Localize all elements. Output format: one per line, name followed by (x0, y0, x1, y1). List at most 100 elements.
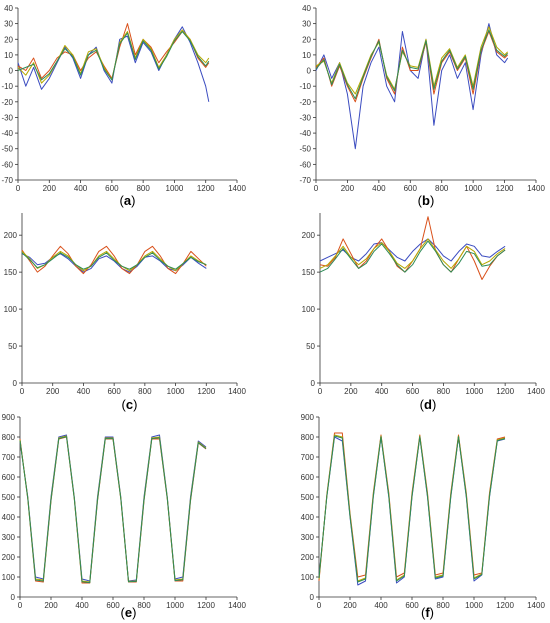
y-tick-label: -50 (299, 145, 311, 154)
x-tick-label: 1400 (228, 387, 246, 396)
x-tick-label: 200 (343, 601, 357, 610)
y-tick-label: 300 (2, 533, 16, 542)
x-tick-label: 1400 (228, 601, 246, 610)
y-tick-label: 200 (301, 553, 315, 562)
x-tick-label: 1000 (166, 601, 184, 610)
y-tick-label: 10 (302, 51, 311, 60)
series-line-4 (318, 435, 506, 583)
y-tick-label: -10 (1, 82, 13, 91)
y-tick-label: 100 (2, 573, 16, 582)
y-tick-label: 0 (310, 593, 315, 602)
x-tick-label: 400 (375, 387, 389, 396)
y-tick-label: 10 (4, 51, 13, 60)
x-tick-label: 600 (406, 387, 420, 396)
y-tick-label: 50 (306, 342, 315, 351)
series-line-3 (21, 250, 207, 272)
x-tick-label: 1000 (167, 387, 185, 396)
x-tick-label: 200 (46, 387, 60, 396)
series-line-3 (315, 26, 509, 95)
y-tick-label: 400 (2, 513, 16, 522)
chart-panel-e: 0 200 400 600 800 1000 1200 1400 0 100 200 300 400 50… (2, 413, 247, 620)
x-tick-label: 1400 (527, 601, 545, 610)
panel-label: (d) (420, 397, 437, 412)
x-tick-label: 1400 (228, 184, 246, 193)
y-tick-label: -10 (299, 82, 311, 91)
y-tick-label: 100 (301, 573, 315, 582)
y-tick-label: -20 (299, 98, 311, 107)
x-tick-label: 200 (344, 387, 358, 396)
x-tick-label: 800 (436, 601, 450, 610)
series-line-2 (318, 432, 506, 582)
x-tick-label: 400 (75, 601, 89, 610)
x-tick-label: 0 (18, 601, 23, 610)
series-line-2 (319, 216, 506, 280)
panel-label: (b) (418, 193, 435, 208)
x-tick-label: 200 (43, 184, 57, 193)
y-tick-label: 700 (2, 453, 16, 462)
x-tick-label: 1400 (527, 387, 545, 396)
panel-label: (a) (120, 193, 136, 208)
x-tick-label: 0 (20, 387, 25, 396)
x-tick-label: 1200 (496, 184, 514, 193)
y-tick-label: 800 (301, 433, 315, 442)
series-line-3 (319, 238, 506, 269)
y-tick-label: -30 (299, 113, 311, 122)
x-tick-label: 600 (105, 184, 119, 193)
x-tick-label: 600 (404, 184, 418, 193)
series-line-4 (17, 31, 210, 81)
x-tick-label: 1000 (464, 184, 482, 193)
y-tick-label: 0 (311, 379, 316, 388)
y-tick-label: 500 (301, 493, 315, 502)
x-tick-label: 1200 (496, 387, 514, 396)
series-line-3 (318, 434, 506, 582)
y-tick-label: 800 (2, 433, 16, 442)
chart-panel-f: 0 200 400 600 800 1000 1200 1400 0 100 200 300 400 50… (301, 413, 546, 620)
series-line-4 (315, 29, 509, 100)
x-tick-label: 400 (372, 184, 386, 193)
series-line-4 (319, 240, 506, 273)
y-tick-label: 0 (307, 67, 312, 76)
x-tick-label: 800 (138, 387, 152, 396)
x-tick-label: 0 (314, 184, 319, 193)
x-tick-label: 1200 (496, 601, 514, 610)
y-tick-label: 20 (302, 35, 311, 44)
y-tick-label: 900 (301, 413, 315, 422)
series-line-2 (21, 245, 207, 275)
y-tick-label: -20 (1, 98, 13, 107)
y-tick-label: -70 (299, 176, 311, 185)
series-line-3 (19, 435, 207, 583)
y-tick-label: 0 (9, 67, 14, 76)
x-tick-label: 1000 (465, 387, 483, 396)
y-tick-label: 30 (302, 20, 311, 29)
x-tick-label: 1000 (465, 601, 483, 610)
y-tick-label: 20 (4, 35, 13, 44)
panel-label: (c) (122, 397, 138, 412)
x-tick-label: 200 (44, 601, 58, 610)
y-tick-label: -60 (299, 160, 311, 169)
y-tick-label: 100 (4, 305, 18, 314)
y-tick-label: 0 (11, 593, 16, 602)
x-tick-label: 1000 (166, 184, 184, 193)
y-tick-label: 150 (302, 268, 316, 277)
x-tick-label: 800 (137, 601, 151, 610)
x-tick-label: 200 (341, 184, 355, 193)
y-tick-label: 200 (302, 231, 316, 240)
y-tick-label: 200 (2, 553, 16, 562)
y-tick-label: 700 (301, 453, 315, 462)
y-tick-label: -60 (1, 160, 13, 169)
x-tick-label: 1200 (197, 601, 215, 610)
x-tick-label: 600 (107, 387, 121, 396)
series-line-4 (21, 252, 207, 270)
y-tick-label: 150 (4, 268, 18, 277)
x-tick-label: 800 (437, 387, 451, 396)
x-tick-label: 800 (435, 184, 449, 193)
x-tick-label: 0 (16, 184, 21, 193)
y-tick-label: 0 (13, 379, 18, 388)
series-line-4 (19, 436, 207, 584)
y-tick-label: 200 (4, 231, 18, 240)
x-tick-label: 1200 (197, 387, 215, 396)
y-tick-label: -50 (1, 145, 13, 154)
x-tick-label: 800 (136, 184, 150, 193)
x-tick-label: 600 (405, 601, 419, 610)
